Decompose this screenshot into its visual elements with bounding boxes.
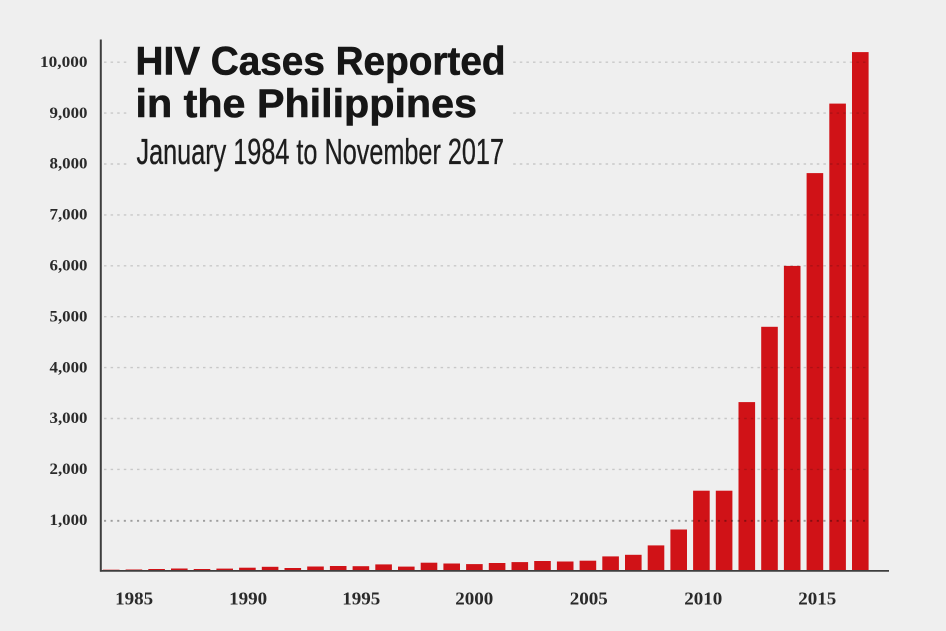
svg-text:6,000: 6,000 [50,256,88,275]
svg-text:1985: 1985 [115,589,153,609]
svg-text:9,000: 9,000 [50,103,88,122]
svg-text:10,000: 10,000 [40,52,88,71]
svg-text:2,000: 2,000 [50,459,88,478]
svg-text:3,000: 3,000 [50,408,88,427]
svg-text:1990: 1990 [229,589,267,609]
svg-text:8,000: 8,000 [50,154,88,173]
svg-text:5,000: 5,000 [50,306,88,325]
svg-text:7,000: 7,000 [50,205,88,224]
svg-text:January 1984 to November 2017: January 1984 to November 2017 [137,131,505,172]
svg-text:4,000: 4,000 [50,357,88,376]
svg-text:2015: 2015 [798,589,836,609]
svg-text:2005: 2005 [570,589,608,609]
svg-text:2000: 2000 [455,589,493,609]
svg-text:2010: 2010 [684,589,722,609]
svg-text:HIV Cases Reported: HIV Cases Reported [136,39,506,83]
svg-text:1,000: 1,000 [50,510,88,529]
svg-text:1995: 1995 [342,589,380,609]
svg-text:in the Philippines: in the Philippines [136,82,477,126]
